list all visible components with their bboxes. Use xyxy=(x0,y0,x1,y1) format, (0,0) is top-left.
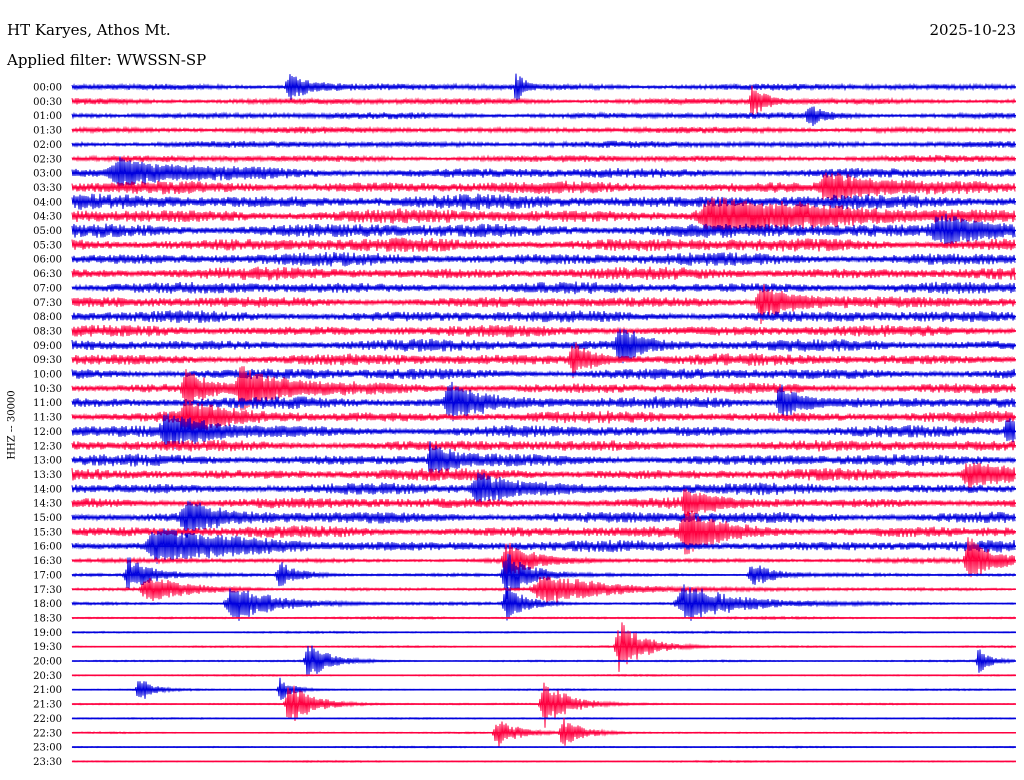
row-label: 06:00 xyxy=(33,255,62,266)
row-label: 05:00 xyxy=(33,226,62,237)
row-label-group: 00:00 00:30 01:00 01:30 02:00 02:30 03:00 03:30… xyxy=(33,83,62,768)
row-label: 07:30 xyxy=(33,298,62,309)
trace-row xyxy=(71,441,1016,477)
trace-row xyxy=(71,381,1016,422)
row-label: 14:00 xyxy=(33,484,62,495)
row-label: 13:30 xyxy=(33,470,62,481)
row-label: 23:30 xyxy=(33,757,62,768)
row-label: 17:00 xyxy=(33,570,62,581)
row-label: 21:00 xyxy=(33,685,62,696)
row-label: 07:00 xyxy=(33,283,62,294)
row-label: 19:00 xyxy=(33,628,62,639)
row-label: 19:30 xyxy=(33,642,62,653)
row-label: 02:00 xyxy=(33,140,62,151)
row-label: 03:30 xyxy=(33,183,62,194)
row-label: 15:30 xyxy=(33,527,62,538)
row-label: 12:30 xyxy=(33,441,62,452)
row-label: 00:30 xyxy=(33,97,62,108)
row-label: 16:30 xyxy=(33,556,62,567)
row-label: 08:30 xyxy=(33,326,62,337)
row-label: 22:00 xyxy=(33,714,62,725)
station-title: HT Karyes, Athos Mt. xyxy=(7,21,171,39)
row-label: 11:30 xyxy=(33,413,62,424)
row-label: 12:00 xyxy=(33,427,62,438)
filter-label: Applied filter: WWSSN-SP xyxy=(7,51,207,69)
row-label: 20:30 xyxy=(33,671,62,682)
row-label: 05:30 xyxy=(33,240,62,251)
row-label: 13:00 xyxy=(33,456,62,467)
row-label: 04:00 xyxy=(33,197,62,208)
row-label: 15:00 xyxy=(33,513,62,524)
row-label: 00:00 xyxy=(33,83,62,94)
row-label: 21:30 xyxy=(33,700,62,711)
row-label: 10:30 xyxy=(33,384,62,395)
row-label: 18:30 xyxy=(33,613,62,624)
row-label: 04:30 xyxy=(33,212,62,223)
trace-row xyxy=(71,576,1016,605)
row-label: 22:30 xyxy=(33,728,62,739)
row-label: 09:30 xyxy=(33,355,62,366)
trace-row xyxy=(71,413,1016,450)
row-label: 06:30 xyxy=(33,269,62,280)
row-label: 01:00 xyxy=(33,111,62,122)
row-label: 03:00 xyxy=(33,169,62,180)
row-label: 02:30 xyxy=(33,154,62,165)
row-label: 16:00 xyxy=(33,542,62,553)
trace-group xyxy=(71,73,1016,764)
row-label: 08:00 xyxy=(33,312,62,323)
row-label: 18:00 xyxy=(33,599,62,610)
row-label: 20:00 xyxy=(33,657,62,668)
row-label: 14:30 xyxy=(33,499,62,510)
date-label: 2025-10-23 xyxy=(929,21,1016,39)
row-label: 01:30 xyxy=(33,126,62,137)
row-label: 09:00 xyxy=(33,341,62,352)
trace-row xyxy=(71,281,1016,295)
row-label: 10:00 xyxy=(33,370,62,381)
trace-row xyxy=(71,213,1016,246)
row-label: 23:00 xyxy=(33,743,62,754)
row-label: 11:00 xyxy=(33,398,62,409)
row-label: 17:30 xyxy=(33,585,62,596)
